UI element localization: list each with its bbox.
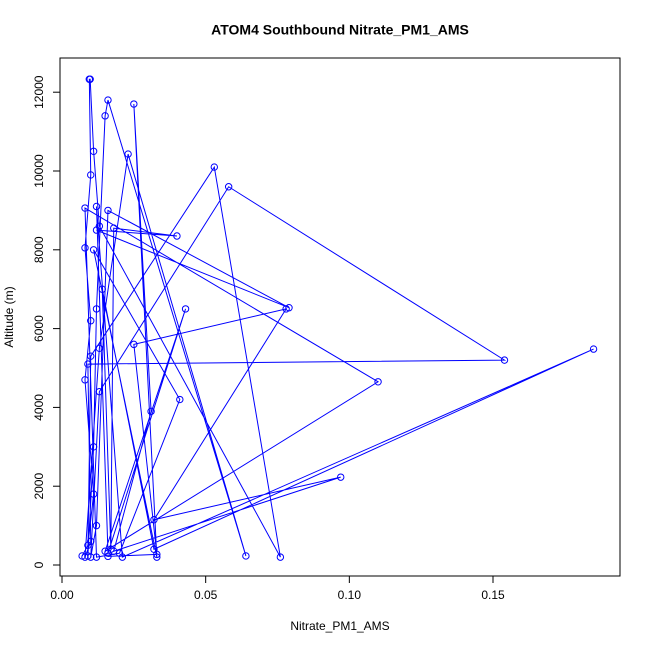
data-point: [276, 553, 285, 561]
data-point: [81, 204, 89, 212]
y-tick-label: 0: [32, 561, 46, 568]
y-tick-label: 12000: [32, 75, 46, 109]
data-point: [81, 244, 89, 252]
data-point: [374, 378, 382, 386]
data-point: [87, 537, 95, 546]
data-point: [282, 305, 290, 313]
data-point: [224, 183, 233, 191]
data-point: [181, 305, 190, 313]
data-point: [173, 232, 181, 240]
data-point: [130, 100, 138, 108]
data-point: [95, 344, 104, 353]
x-tick-label: 0.00: [50, 588, 74, 602]
data-point: [110, 224, 118, 232]
data-point: [87, 317, 95, 325]
chart-title: ATOM4 Southbound Nitrate_PM1_AMS: [211, 22, 469, 38]
data-point: [92, 202, 101, 211]
data-point: [104, 96, 112, 104]
data-point: [242, 552, 250, 560]
data-point: [84, 360, 92, 368]
data-point: [130, 340, 138, 349]
data-point: [81, 376, 89, 384]
data-point: [337, 473, 345, 481]
data-point: [176, 395, 184, 404]
y-tick-label: 6000: [32, 315, 46, 342]
data-point: [124, 150, 132, 158]
data-point: [104, 552, 112, 561]
y-tick-label: 4000: [32, 394, 46, 421]
data-line: [81, 78, 594, 558]
y-tick-label: 2000: [32, 473, 46, 500]
data-point: [95, 387, 104, 396]
data-point: [89, 490, 98, 498]
data-point: [153, 550, 161, 559]
data-point: [589, 345, 598, 353]
x-tick-label: 0.15: [481, 588, 505, 602]
y-tick-label: 8000: [32, 236, 46, 263]
data-point: [110, 547, 118, 555]
y-tick-label: 10000: [32, 154, 46, 188]
data-point: [92, 226, 101, 234]
x-tick-label: 0.10: [338, 588, 362, 602]
data-point: [147, 407, 155, 416]
data-point: [150, 515, 158, 524]
data-point: [92, 521, 101, 530]
data-point: [89, 147, 98, 156]
data-point: [500, 356, 509, 364]
x-tick-label: 0.05: [194, 588, 218, 602]
data-point: [104, 206, 112, 215]
data-point: [210, 163, 218, 171]
data-point: [98, 285, 106, 293]
data-point: [92, 553, 101, 561]
y-axis-title: Altitude (m): [2, 286, 16, 347]
data-point: [87, 352, 95, 360]
data-point: [92, 305, 101, 313]
data-point: [87, 171, 95, 179]
x-axis-title: Nitrate_PM1_AMS: [290, 619, 389, 633]
data-point: [153, 553, 161, 561]
data-point: [86, 75, 94, 83]
data-point: [81, 553, 89, 561]
data-point: [89, 246, 98, 254]
data-point: [101, 112, 109, 120]
data-point: [87, 553, 95, 561]
data-point: [89, 443, 98, 451]
plot-frame: [59, 57, 621, 577]
